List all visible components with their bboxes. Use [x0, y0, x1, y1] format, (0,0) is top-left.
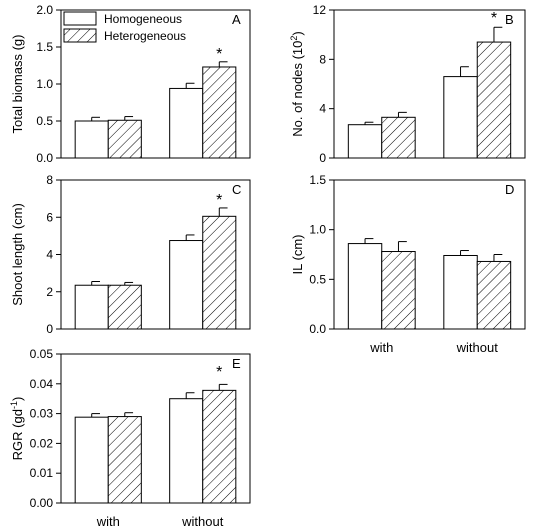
legend-swatch-heterogeneous — [63, 28, 97, 43]
panel-d-frame — [333, 179, 526, 330]
y-tick-label: 6 — [46, 210, 53, 224]
panels: 0.0 0.5 1.0 1.5 2.0 Total biomass (g) A * 0 4 8 12 N… — [9, 3, 526, 529]
panel-b: 0 4 8 12 No. of nodes (102) B * — [289, 3, 526, 165]
y-axis-label-text: Total biomass (g) — [10, 35, 25, 134]
bar-heterogeneous-with — [107, 416, 142, 504]
bar-heterogeneous-without — [476, 41, 512, 159]
y-axis-label: Shoot length (cm) — [10, 203, 25, 306]
y-tick-label: 0 — [46, 322, 53, 336]
bar-heterogeneous-with — [107, 119, 142, 159]
y-tick-label: 8 — [319, 52, 326, 66]
y-axis-label-superscript: 2 — [289, 36, 299, 41]
panel-letter: E — [232, 356, 241, 371]
y-tick-label: 0.00 — [30, 496, 54, 510]
y-axis-label-text: No. of nodes (10 — [290, 41, 305, 137]
y-axis-label-text: Shoot length (cm) — [10, 203, 25, 306]
y-tick-label: 4 — [46, 248, 53, 262]
bar-homogeneous-with — [74, 120, 109, 159]
significance-asterisk: * — [216, 364, 222, 381]
y-tick-label: 12 — [313, 3, 327, 17]
bar-homogeneous-with — [347, 124, 383, 159]
y-tick-label: 0.5 — [36, 114, 53, 128]
y-axis-label-end: ) — [10, 397, 25, 401]
y-tick-label: 0.5 — [309, 272, 326, 286]
panel-e-frame — [60, 353, 251, 504]
bar-homogeneous-with — [74, 416, 109, 504]
bar-heterogeneous-without — [476, 260, 512, 330]
legend-label-homogeneous: Homogeneous — [104, 12, 182, 26]
y-axis-label: RGR (gd-1) — [9, 397, 25, 461]
panel-letter: A — [232, 12, 241, 27]
significance-asterisk: * — [216, 46, 222, 63]
panel-letter: D — [505, 182, 514, 197]
bar-homogeneous-without — [443, 76, 478, 159]
x-tick-label: with — [369, 340, 393, 355]
y-tick-label: 1.0 — [309, 223, 326, 237]
legend: Homogeneous Heterogeneous — [63, 11, 186, 43]
y-tick-label: 0 — [319, 151, 326, 165]
y-tick-label: 2 — [46, 285, 53, 299]
y-tick-label: 0.0 — [309, 322, 326, 336]
legend-label-heterogeneous: Heterogeneous — [104, 29, 186, 43]
panel-letter: C — [232, 182, 241, 197]
y-axis-label-superscript: -1 — [9, 401, 19, 409]
panel-b-frame — [333, 9, 526, 159]
y-axis-label: Total biomass (g) — [10, 35, 25, 134]
bar-homogeneous-without — [169, 240, 204, 330]
bar-homogeneous-without — [169, 398, 204, 504]
panel-c: 0 2 4 6 8 Shoot length (cm) C * — [10, 173, 251, 336]
y-tick-label: 0.03 — [30, 407, 54, 421]
bar-heterogeneous-without — [202, 66, 237, 159]
y-tick-label: 2.0 — [36, 3, 53, 17]
bar-homogeneous-without — [443, 254, 478, 330]
y-axis-label: IL (cm) — [290, 235, 305, 275]
y-axis-label-text: RGR (gd — [10, 409, 25, 460]
bar-heterogeneous-without — [202, 215, 237, 330]
y-tick-label: 0.04 — [30, 377, 54, 391]
bar-heterogeneous-with — [381, 116, 416, 159]
panel-letter: B — [505, 12, 514, 27]
y-tick-label: 8 — [46, 173, 53, 187]
legend-swatch-homogeneous — [63, 11, 97, 26]
bar-heterogeneous-with — [107, 284, 142, 330]
significance-asterisk: * — [491, 10, 497, 27]
panel-a: 0.0 0.5 1.0 1.5 2.0 Total biomass (g) A * — [10, 3, 251, 165]
y-tick-label: 0.01 — [30, 466, 54, 480]
bar-homogeneous-with — [347, 243, 383, 330]
x-tick-label: without — [456, 340, 499, 355]
significance-asterisk: * — [216, 192, 222, 209]
y-tick-label: 1.0 — [36, 77, 53, 91]
y-axis-label: No. of nodes (102) — [289, 31, 305, 136]
x-tick-label: with — [96, 514, 120, 529]
x-tick-label: without — [181, 514, 224, 529]
bar-heterogeneous-with — [381, 251, 416, 330]
y-tick-label: 4 — [319, 102, 326, 116]
y-tick-label: 1.5 — [36, 40, 53, 54]
y-axis-label-end: ) — [290, 31, 305, 35]
y-axis-label-text: IL (cm) — [290, 235, 305, 275]
y-tick-label: 0.0 — [36, 151, 53, 165]
bar-heterogeneous-without — [202, 389, 237, 504]
bar-homogeneous-with — [74, 284, 109, 330]
y-tick-label: 0.02 — [30, 436, 54, 450]
y-tick-label: 1.5 — [309, 173, 326, 187]
y-tick-label: 0.05 — [30, 347, 54, 361]
bar-homogeneous-without — [169, 87, 204, 159]
